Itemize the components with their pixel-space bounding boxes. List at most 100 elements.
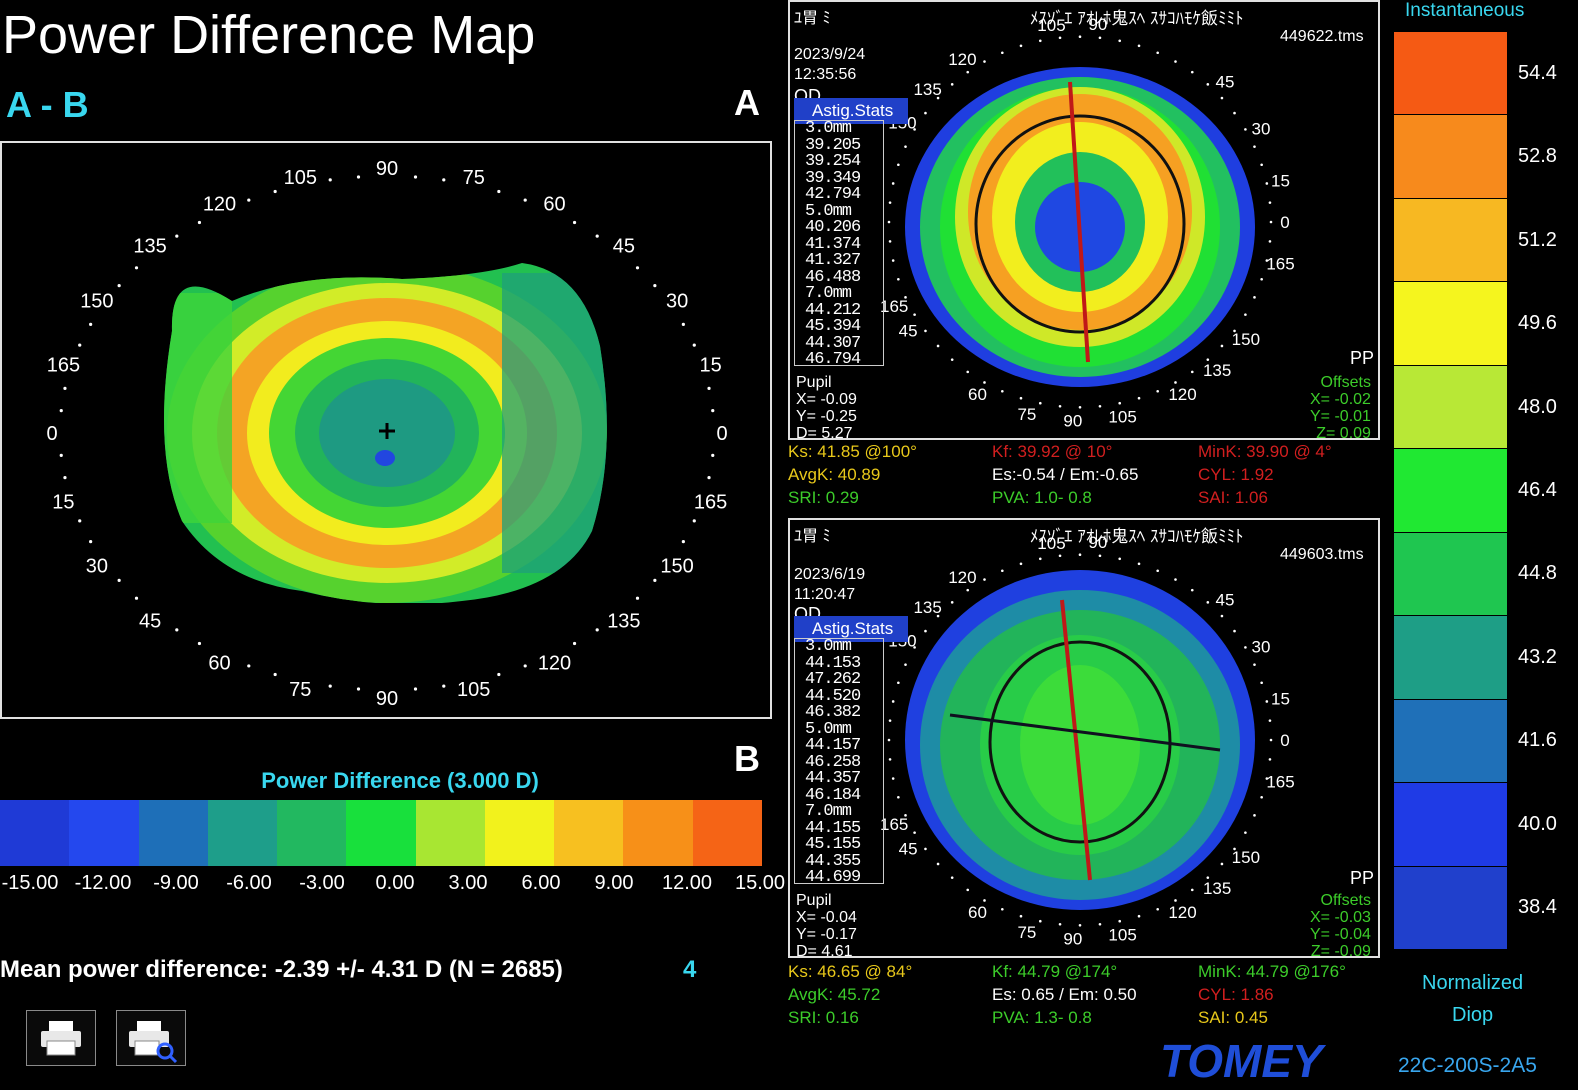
degree-label: 165 xyxy=(47,354,80,376)
panel-a-astig-button[interactable]: Astig.Stats xyxy=(794,98,908,124)
legend-value: 38.4 xyxy=(1518,896,1557,919)
ring-dot xyxy=(572,641,577,646)
panel-b-astig-button[interactable]: Astig.Stats xyxy=(794,616,908,642)
ring-dot xyxy=(1206,601,1210,604)
ring-dot xyxy=(924,847,927,851)
stat-row: 42.794 xyxy=(805,185,861,204)
ring-dot xyxy=(891,259,895,262)
ring-dot xyxy=(950,358,954,361)
ring-dot xyxy=(1233,847,1236,851)
print-preview-icon xyxy=(129,1021,178,1064)
ring-dot xyxy=(653,578,657,583)
info-value: Kf: 44.79 @174° xyxy=(992,962,1118,981)
scale-swatch xyxy=(484,800,555,866)
ring-dot xyxy=(904,663,907,666)
ring-dot xyxy=(888,240,892,243)
stat-row: 44.307 xyxy=(805,333,861,353)
legend-value: 41.6 xyxy=(1518,729,1557,752)
ring-dot xyxy=(950,83,954,86)
legend-swatch xyxy=(1394,198,1507,283)
panel-a-pp: PP xyxy=(1350,348,1375,368)
ring-dot xyxy=(1260,163,1263,167)
stat-row: 44.699 xyxy=(805,868,861,887)
panel-b-header-right: ﾒｽｿﾞｴ ｱｵﾚﾎ鬼ｽﾍ ｽｻｺﾊﾓｹ飯ﾐﾐﾄ xyxy=(1030,527,1244,546)
legend-swatch xyxy=(1394,282,1507,366)
ring-dot xyxy=(572,220,577,225)
info-value: Kf: 39.92 @ 10° xyxy=(992,442,1113,461)
info-value: Es: 0.65 / Em: 0.50 xyxy=(992,985,1137,1004)
ring-dot xyxy=(1118,919,1122,923)
offset-row: Z= -0.09 xyxy=(1310,943,1371,958)
info-value: SRI: 0.29 xyxy=(788,488,859,507)
ring-dot xyxy=(1244,831,1247,834)
scale-swatch xyxy=(692,800,762,866)
ring-dot xyxy=(1206,83,1210,86)
ring-dot xyxy=(63,386,67,390)
ring-dot xyxy=(1137,562,1141,566)
degree-label: 60 xyxy=(543,194,565,216)
map-subtitle: A - B xyxy=(6,84,89,125)
ring-label: 90 xyxy=(1063,930,1082,949)
stat-row: 44.155 xyxy=(805,818,861,838)
panel-b-time: 11:20:47 xyxy=(794,586,856,603)
stat-row: 45.394 xyxy=(805,317,861,336)
legend-value: 46.4 xyxy=(1518,479,1557,501)
legend-swatch xyxy=(1394,866,1507,950)
ring-dot xyxy=(1001,569,1004,573)
ring-dot xyxy=(523,198,527,202)
legend-title: Instantaneous xyxy=(1405,0,1525,21)
degree-label: 15 xyxy=(52,492,74,514)
ring-label: 75 xyxy=(1017,405,1036,424)
ring-dot xyxy=(175,628,179,632)
panel-a-offsets: Offsets X= -0.02 Y= -0.01 Z= 0.09 xyxy=(1310,374,1371,438)
ring-dot xyxy=(1269,738,1273,742)
ring-dot xyxy=(966,370,970,374)
ring-dot xyxy=(983,578,986,581)
ring-dot xyxy=(197,641,202,646)
ring-dot xyxy=(897,163,900,167)
info-value: CYL: 1.92 xyxy=(1198,465,1274,484)
topography-panel-a: 1201059045135301501501651651504513560759… xyxy=(788,0,1380,440)
ring-dot xyxy=(904,145,907,148)
legend-swatch xyxy=(1394,616,1507,700)
legend-swatch xyxy=(1394,532,1507,617)
ring-label: 30 xyxy=(1252,638,1271,657)
ring-label: 120 xyxy=(948,568,976,587)
stat-row: 3.0mm xyxy=(805,637,852,656)
ring-dot xyxy=(197,220,202,225)
topography-map-a: 1201059045135301501501651651504513560759… xyxy=(880,15,1295,431)
legend-footer-diop: Diop xyxy=(1452,1004,1494,1026)
ring-label: 60 xyxy=(968,903,987,922)
ring-dot xyxy=(89,322,93,326)
ring-dot xyxy=(89,540,93,544)
info-value: PVA: 1.3- 0.8 xyxy=(992,1008,1092,1027)
stat-row: 46.184 xyxy=(805,785,861,805)
scale-swatch xyxy=(0,800,70,866)
print-preview-button[interactable] xyxy=(116,1010,186,1066)
ring-dot xyxy=(888,719,892,722)
ring-dot xyxy=(273,189,277,194)
ring-label: 75 xyxy=(1017,923,1036,942)
panel-b-pp: PP xyxy=(1350,868,1375,888)
degree-label: 150 xyxy=(80,291,113,313)
difference-scale-labels: -15.00 -12.00 -9.00 -6.00 -3.00 0.00 3.00 6.00 9… xyxy=(0,872,785,898)
legend-value: 49.6 xyxy=(1518,312,1557,335)
ring-dot xyxy=(1098,922,1102,926)
pupil-row: Pupil xyxy=(796,374,832,391)
ring-dot xyxy=(904,296,907,299)
model-number: 22C-200S-2A5 xyxy=(1398,1054,1537,1077)
ring-dot xyxy=(711,453,715,457)
scale-swatch xyxy=(623,800,693,866)
difference-topography xyxy=(164,263,607,603)
ring-dot xyxy=(1137,44,1141,48)
stat-row: 46.794 xyxy=(805,350,861,369)
degree-label: 75 xyxy=(289,679,311,701)
print-button[interactable] xyxy=(26,1010,96,1066)
ring-dot xyxy=(1058,922,1062,926)
legend-value: 51.2 xyxy=(1518,228,1557,251)
panel-b-stats: 3.0mm 44.153 47.262 44.520 46.382 5.0mm 44.157… xyxy=(794,637,884,887)
scale-label: -9.00 xyxy=(153,872,199,894)
degree-label: 120 xyxy=(538,652,571,674)
degree-label: 120 xyxy=(203,194,236,216)
info-value: SAI: 0.45 xyxy=(1198,1008,1268,1027)
